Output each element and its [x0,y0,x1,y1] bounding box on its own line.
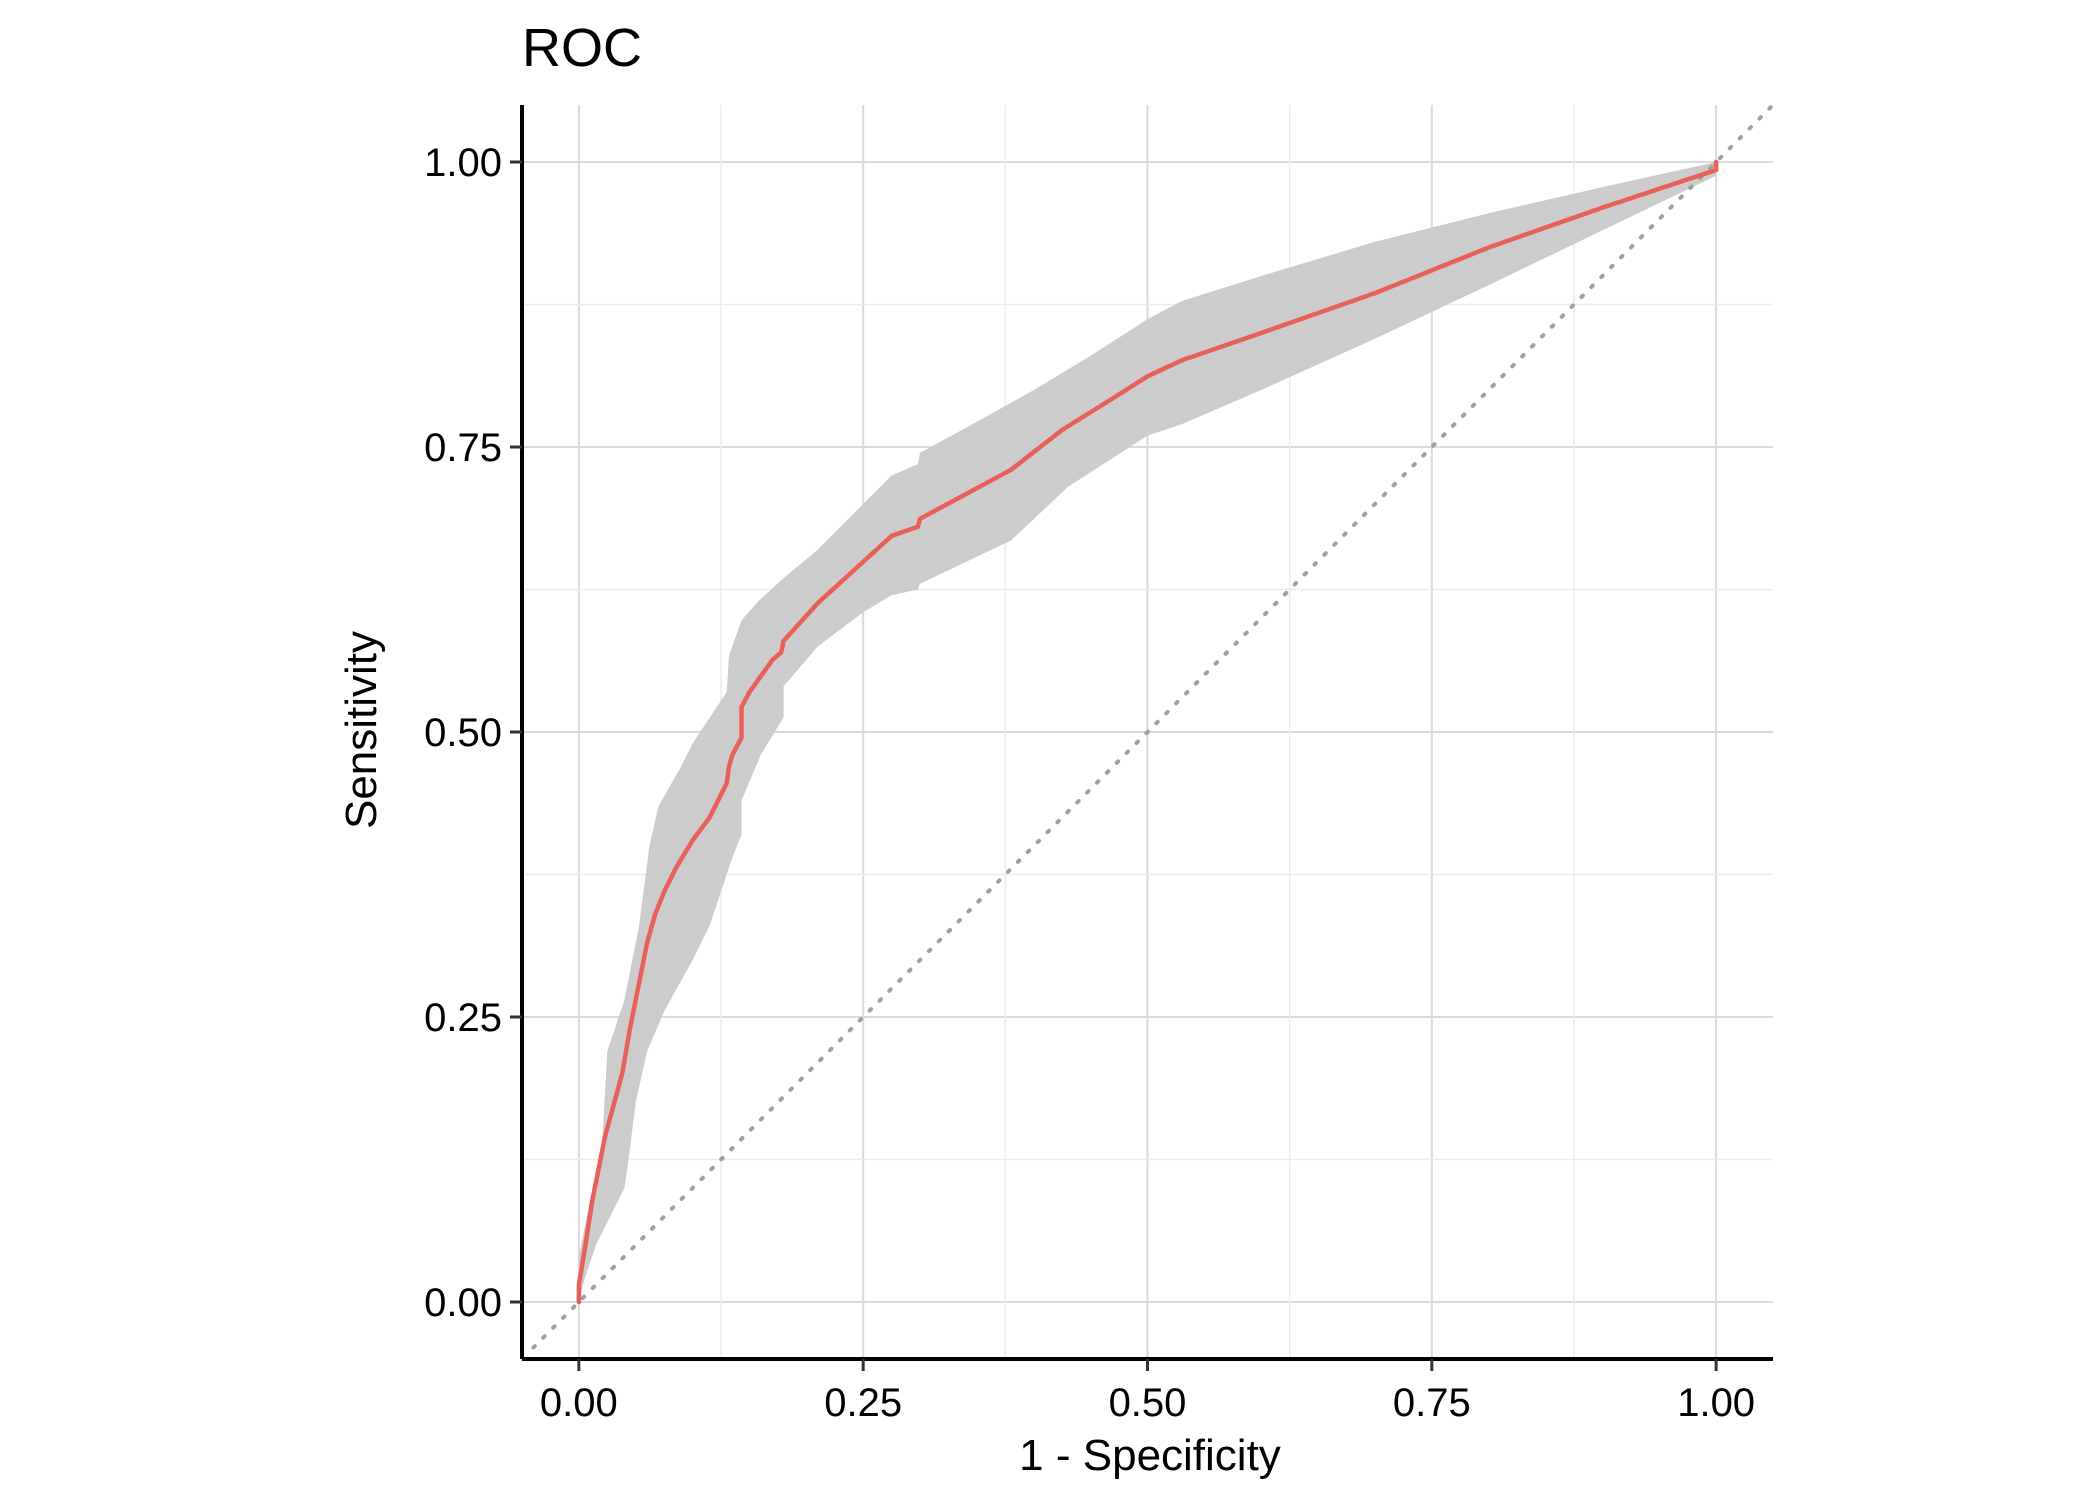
roc-curve-line-0 [576,159,1719,1305]
x-tick-label-1: 0.25 [824,1381,902,1425]
minor-gridlines [522,105,1773,1359]
x-axis-title: 1 - Specificity [1019,1431,1281,1480]
x-tick-label-3: 0.75 [1393,1381,1471,1425]
axis-ticks: 0.00 0.25 0.50 0.75 1.00 0.00 0.25 0.50 0.75 1.00 [424,141,1755,1425]
x-tick-label-0: 0.00 [540,1381,618,1425]
y-tick-label-3: 0.75 [424,426,502,470]
y-tick-label-2: 0.50 [424,711,502,755]
y-tick-label-1: 0.25 [424,996,502,1040]
reference-diagonal-line [531,103,1775,1350]
x-tick-label-4: 1.00 [1677,1381,1755,1425]
y-tick-label-0: 0.00 [424,1281,502,1325]
y-tick-label-4: 1.00 [424,141,502,185]
chart-title: ROC [522,18,642,78]
x-tick-label-2: 0.50 [1109,1381,1187,1425]
y-axis-title: Sensitivity [337,631,386,829]
roc-series-group [576,159,1719,1305]
confidence-band [578,162,1717,1302]
